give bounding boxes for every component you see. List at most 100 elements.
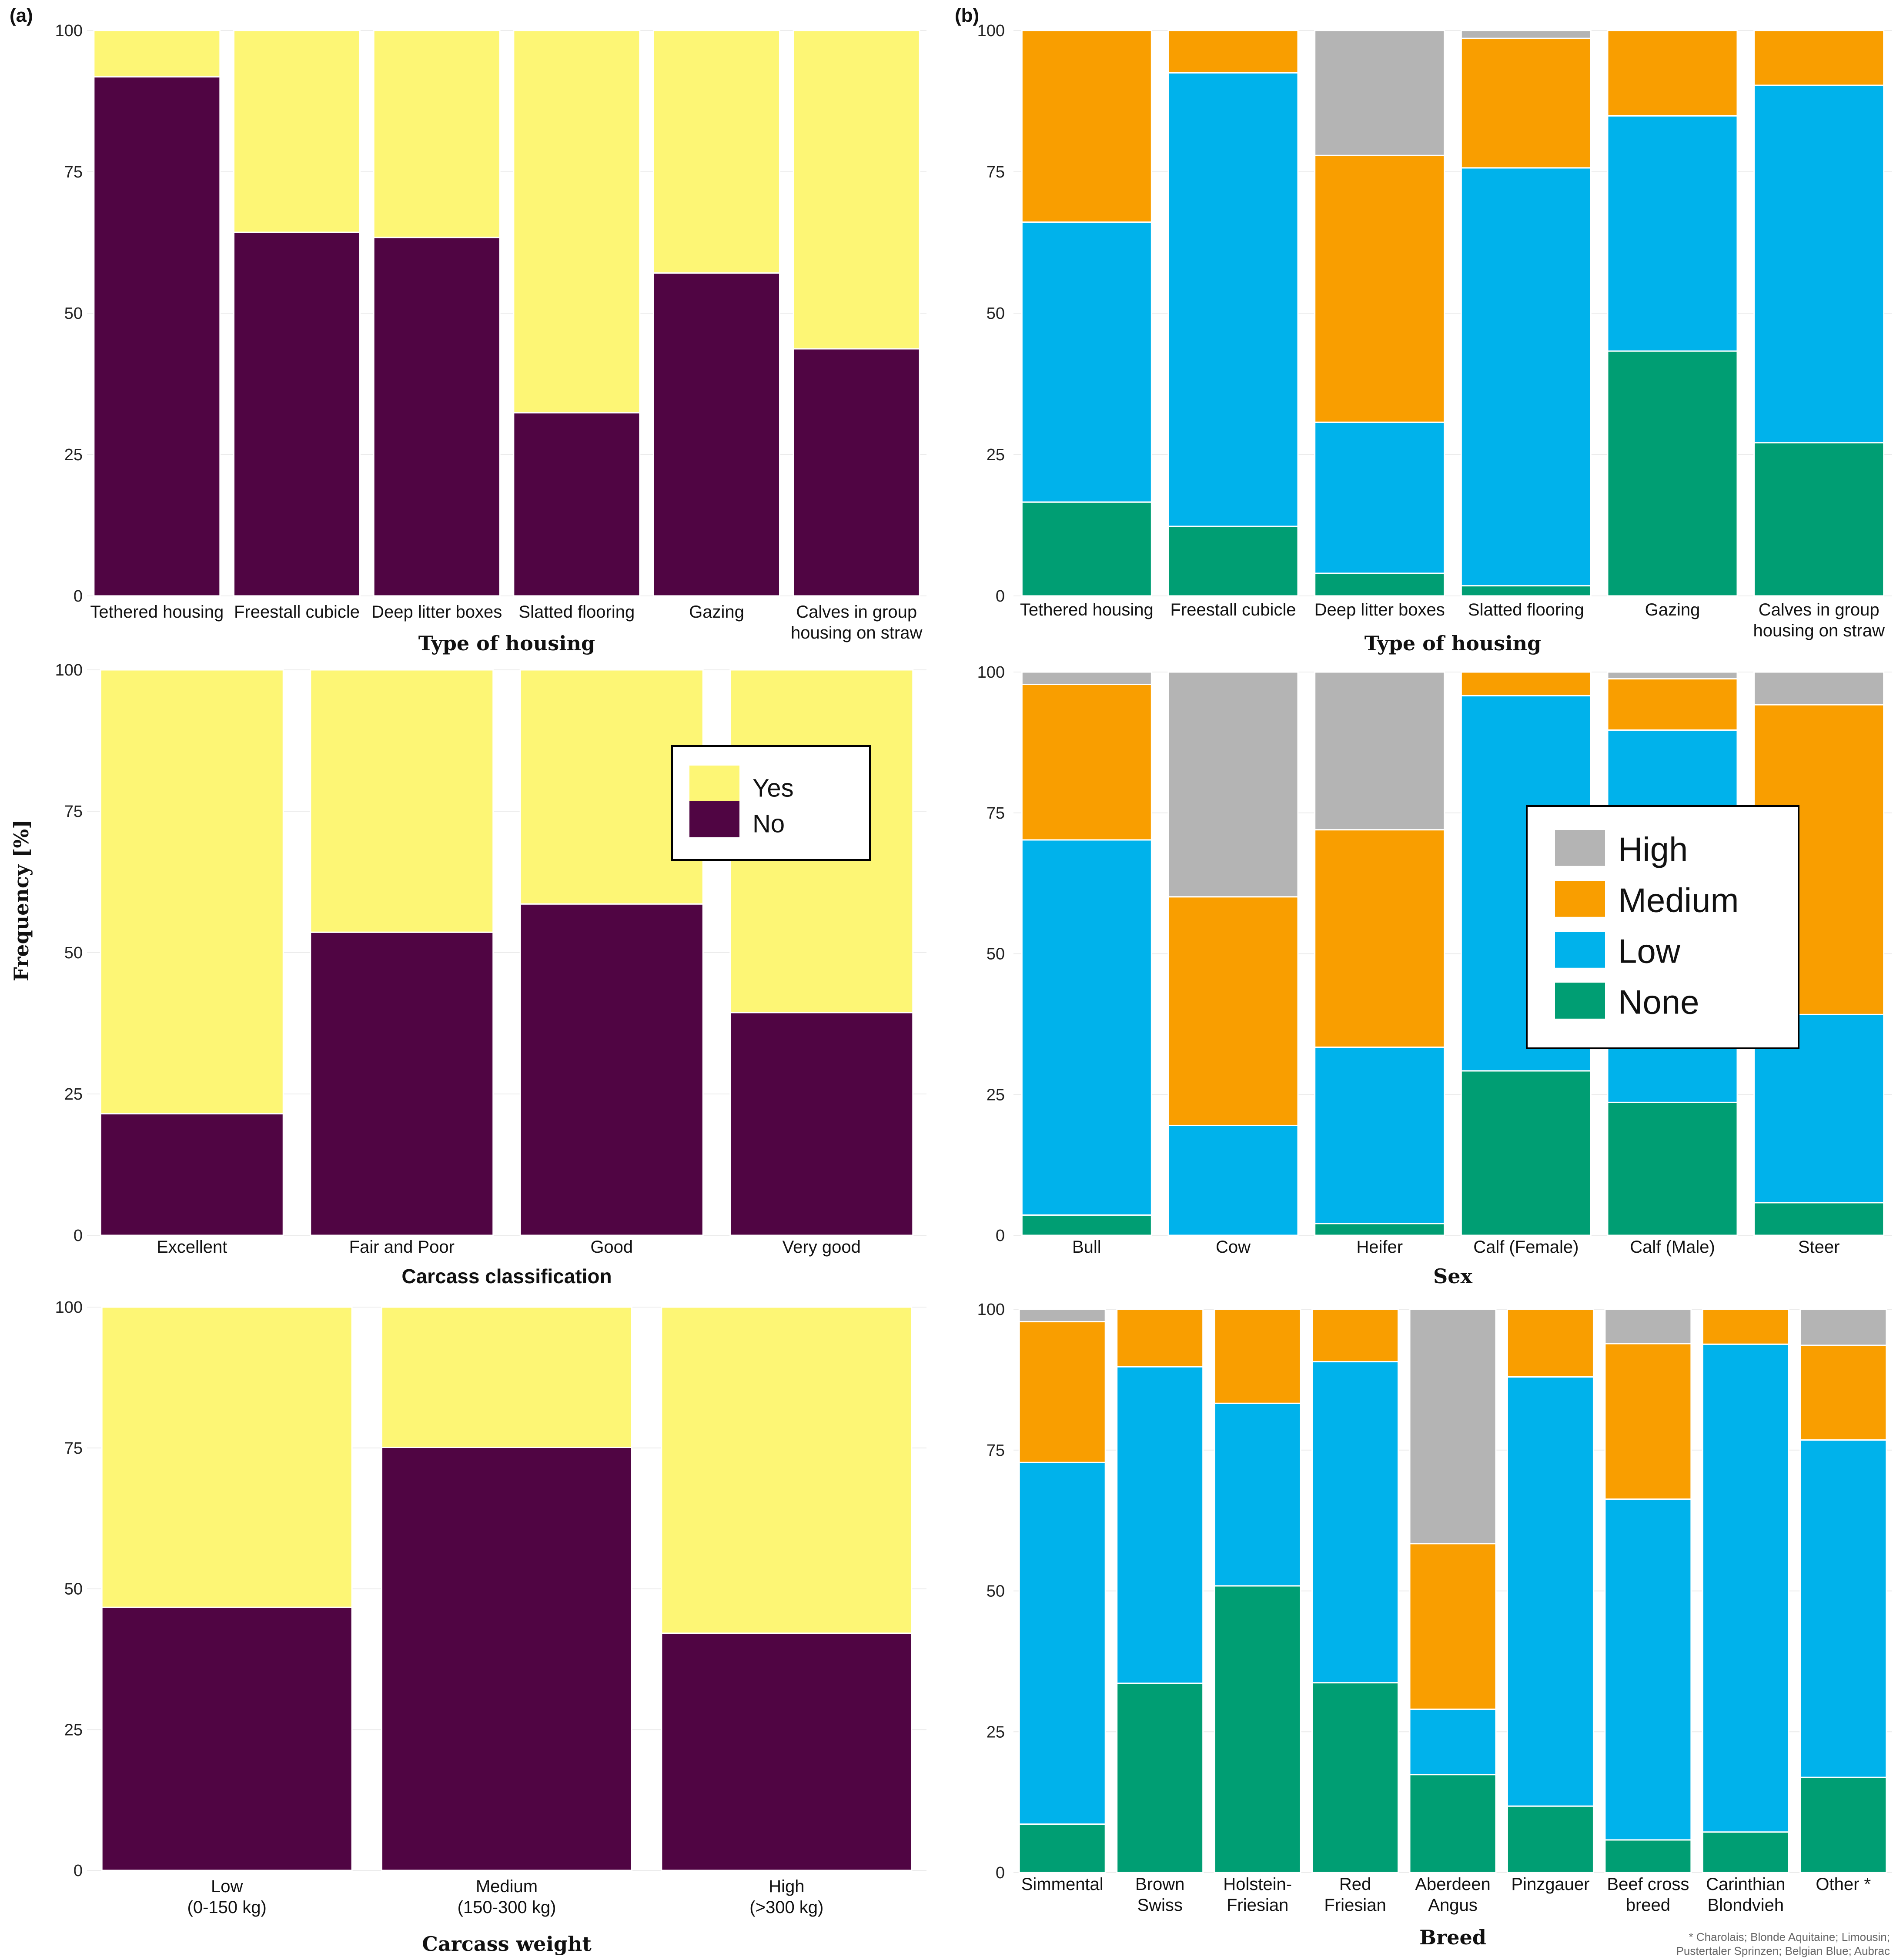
bar-segment-low: [1506, 1376, 1594, 1807]
chart-a-housing: 0 25 50 75 100 Tethered housing Freestall cubi…: [55, 22, 926, 655]
x-tick-label: Red: [1339, 1875, 1371, 1894]
x-tick-label: Simmental: [1021, 1875, 1104, 1894]
y-tick-label: 75: [987, 804, 1005, 823]
bar-segment-medium: [1214, 1308, 1301, 1404]
x-tick-label: (>300 kg): [749, 1898, 823, 1917]
y-tick-label: 100: [977, 663, 1005, 682]
bar-segment-yes: [101, 1306, 353, 1608]
bar-segment-medium: [1702, 1308, 1789, 1345]
bar-segment-none: [1607, 350, 1738, 597]
bar-segment-low: [1314, 1046, 1445, 1224]
x-tick-label: Excellent: [157, 1238, 227, 1257]
bar-segment-yes: [233, 30, 361, 233]
bar-segment-low: [1409, 1708, 1497, 1776]
bar-segment-no: [381, 1446, 632, 1871]
y-tick-label: 75: [987, 163, 1005, 181]
bar-segment-medium: [1799, 1345, 1887, 1441]
bar-segment-high: [1314, 671, 1445, 831]
y-tick-label: 0: [74, 1227, 83, 1245]
bar-segment-medium: [1506, 1308, 1594, 1378]
x-axis-title: Type of housing: [1365, 632, 1541, 655]
bar-segment-low: [1214, 1402, 1301, 1587]
bar-segment-medium: [1753, 30, 1885, 86]
y-tick-label: 100: [55, 22, 83, 40]
x-axis-title: Carcass classification: [401, 1265, 612, 1288]
bar-segment-low: [1753, 84, 1885, 444]
bar-segment-medium: [1021, 30, 1152, 223]
legend-label-low: Low: [1618, 932, 1681, 970]
bar-segment-none: [1214, 1585, 1301, 1873]
x-tick-label: Tethered housing: [90, 602, 224, 622]
x-tick-label: Slatted flooring: [1468, 600, 1584, 619]
x-tick-label: Calves in group: [1759, 600, 1880, 619]
chart-a-carcass-weight: 0 25 50 75 100 Low (0-150 kg) Medium (150-300 kg…: [55, 1298, 926, 1956]
chart-b-breed: 0 25 50 75 100 Simmental Brown Swiss Holstein- Fr…: [977, 1301, 1892, 1949]
bar-segment-low: [1116, 1366, 1204, 1684]
y-tick-label: 75: [64, 803, 83, 821]
bar-segment-medium: [1607, 30, 1738, 117]
breed-footnote-line-2: Pustertaler Sprinzen; Belgian Blue; Aubr…: [1676, 1944, 1890, 1957]
bar-segment-medium: [1607, 678, 1738, 731]
bar-segment-high: [1167, 671, 1299, 898]
bar-segment-no: [793, 348, 920, 597]
chart-b-housing: 0 25 50 75 100 Tethered housing Freestall cubi…: [977, 22, 1892, 655]
x-axis-title: Sex: [1433, 1264, 1472, 1288]
x-tick-label: Carinthian: [1706, 1875, 1785, 1894]
bar-segment-none: [1018, 1823, 1106, 1873]
legend-label-high: High: [1618, 830, 1688, 868]
bar-segment-high: [1753, 671, 1885, 706]
bar-segment-no: [729, 1012, 914, 1236]
x-tick-label: Deep litter boxes: [371, 602, 502, 622]
bar-segment-medium: [1116, 1308, 1204, 1368]
bar-segment-high: [1460, 30, 1592, 39]
bar-segment-no: [661, 1632, 913, 1871]
bar-segment-none: [1753, 442, 1885, 597]
x-tick-label: Bull: [1072, 1238, 1101, 1257]
legend-label-yes: Yes: [753, 774, 794, 802]
x-axis-title: Carcass weight: [422, 1932, 592, 1956]
x-axis-title: Type of housing: [418, 632, 595, 655]
x-tick-label: breed: [1626, 1896, 1670, 1915]
x-tick-label: Steer: [1798, 1238, 1840, 1257]
bar-segment-none: [1116, 1682, 1204, 1873]
legend-label-medium: Medium: [1618, 881, 1739, 919]
x-tick-label: Brown: [1135, 1875, 1184, 1894]
bar-segment-no: [373, 237, 501, 597]
y-tick-label: 50: [64, 304, 83, 323]
bar-segment-medium: [1021, 683, 1152, 841]
chart-a-carcass-classification: 0 25 50 75 100 Excellent Fair and Poor Good Very…: [55, 661, 926, 1288]
bar-segment-medium: [1604, 1343, 1692, 1500]
bar-segment-yes: [381, 1306, 632, 1448]
y-tick-label: 100: [55, 1298, 83, 1317]
bar-segment-medium: [1314, 154, 1445, 423]
legend-severity: High Medium Low None: [1526, 805, 1799, 1049]
bar-segment-yes: [793, 30, 920, 350]
bar-segment-yes: [373, 30, 501, 238]
bar-segment-low: [1167, 1124, 1299, 1236]
bar-segment-low: [1607, 115, 1738, 352]
legend-key-no: [689, 801, 739, 837]
x-tick-label: Calf (Male): [1630, 1238, 1715, 1257]
y-tick-label: 25: [64, 1085, 83, 1104]
y-tick-label: 50: [64, 1580, 83, 1599]
panel-label-b: (b): [955, 5, 979, 26]
y-tick-label: 50: [987, 945, 1005, 963]
x-tick-label: High: [769, 1877, 804, 1896]
bar-segment-none: [1604, 1839, 1692, 1873]
bar-segment-low: [1167, 72, 1299, 527]
bar-segment-low: [1018, 1462, 1106, 1825]
bar-segment-none: [1607, 1101, 1738, 1236]
chart-b-sex: 0 25 50 75 100 Bull Cow Heifer Calf (Female) Calf…: [977, 663, 1892, 1288]
x-tick-label: Fair and Poor: [349, 1238, 455, 1257]
bar-segment-medium: [1167, 30, 1299, 74]
bar-segment-no: [519, 903, 704, 1236]
bar-segment-no: [100, 1113, 284, 1236]
x-tick-label: Other *: [1816, 1875, 1871, 1894]
x-tick-label: Slatted flooring: [518, 602, 635, 622]
bar-segment-none: [1460, 585, 1592, 597]
bar-segment-medium: [1311, 1308, 1399, 1362]
x-tick-label: housing on straw: [1753, 621, 1885, 640]
y-tick-label: 75: [64, 163, 83, 181]
bar-segment-no: [310, 931, 494, 1236]
